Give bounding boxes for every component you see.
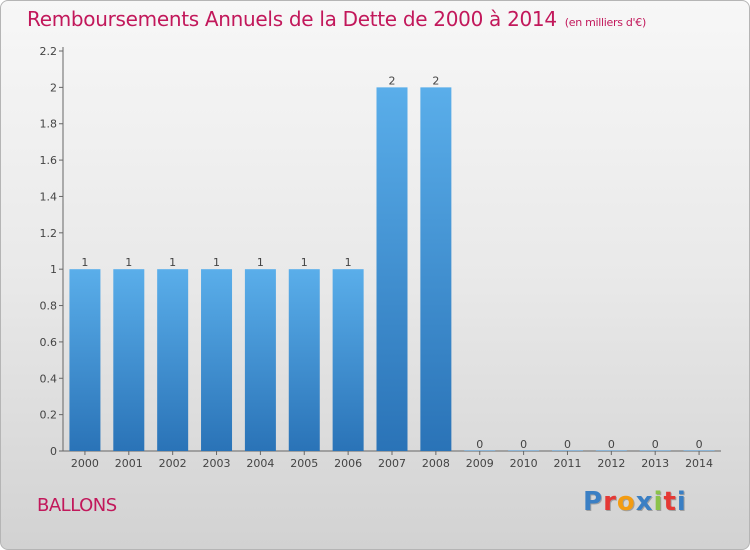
bar xyxy=(508,450,540,451)
y-tick-label: 2.2 xyxy=(40,45,58,58)
y-tick-label: 0.8 xyxy=(40,300,58,313)
data-label: 1 xyxy=(257,256,264,269)
x-tick-label: 2004 xyxy=(246,457,274,470)
x-tick-label: 2013 xyxy=(641,457,669,470)
data-label: 0 xyxy=(564,438,571,451)
logo-letter: x xyxy=(635,487,654,517)
y-tick-label: 0.2 xyxy=(40,409,58,422)
data-label: 2 xyxy=(432,74,439,87)
bar xyxy=(464,450,496,451)
bar xyxy=(595,450,627,451)
data-label: 1 xyxy=(169,256,176,269)
logo-letter: o xyxy=(616,487,636,517)
bar xyxy=(69,269,101,451)
x-tick-label: 2007 xyxy=(378,457,406,470)
x-tick-label: 2011 xyxy=(553,457,581,470)
chart-title-text: Remboursements Annuels de la Dette de 20… xyxy=(27,7,557,31)
data-label: 1 xyxy=(345,256,352,269)
data-label: 2 xyxy=(389,74,396,87)
x-tick-label: 2000 xyxy=(71,457,99,470)
chart-unit-note: (en milliers d'€) xyxy=(564,16,646,29)
data-label: 1 xyxy=(301,256,308,269)
logo-letter: t xyxy=(663,487,677,517)
y-tick-label: 2 xyxy=(50,81,57,94)
bar xyxy=(376,87,408,451)
bar xyxy=(683,450,715,451)
bar xyxy=(157,269,189,451)
x-tick-label: 2003 xyxy=(203,457,231,470)
x-tick-label: 2002 xyxy=(159,457,187,470)
proxiti-logo: Proxiti xyxy=(583,487,687,517)
logo-letter: P xyxy=(583,487,604,517)
chart-title: Remboursements Annuels de la Dette de 20… xyxy=(27,7,646,31)
bar xyxy=(201,269,233,451)
bar xyxy=(288,269,320,451)
data-label: 0 xyxy=(652,438,659,451)
data-label: 1 xyxy=(81,256,88,269)
y-tick-label: 1.4 xyxy=(40,190,58,203)
commune-name: BALLONS xyxy=(37,495,117,516)
x-tick-label: 2010 xyxy=(510,457,538,470)
bar xyxy=(420,87,452,451)
data-label: 0 xyxy=(696,438,703,451)
x-tick-label: 2001 xyxy=(115,457,143,470)
y-tick-label: 1.8 xyxy=(40,118,58,131)
bar xyxy=(244,269,276,451)
y-tick-label: 1.2 xyxy=(40,227,58,240)
logo-letter: i xyxy=(653,487,664,517)
data-label: 0 xyxy=(476,438,483,451)
x-tick-label: 2008 xyxy=(422,457,450,470)
y-tick-label: 0.4 xyxy=(40,372,58,385)
data-label: 0 xyxy=(608,438,615,451)
y-tick-label: 1 xyxy=(50,263,57,276)
data-label: 1 xyxy=(213,256,220,269)
data-label: 1 xyxy=(125,256,132,269)
bar xyxy=(113,269,145,451)
x-tick-label: 2005 xyxy=(290,457,318,470)
x-tick-label: 2009 xyxy=(466,457,494,470)
logo-letter: r xyxy=(603,487,617,517)
y-tick-label: 1.6 xyxy=(40,154,58,167)
x-tick-label: 2012 xyxy=(597,457,625,470)
data-label: 0 xyxy=(520,438,527,451)
bar xyxy=(639,450,671,451)
y-tick-label: 0 xyxy=(50,445,57,458)
y-tick-label: 0.6 xyxy=(40,336,58,349)
x-tick-label: 2014 xyxy=(685,457,713,470)
bar xyxy=(551,450,583,451)
bar xyxy=(332,269,364,451)
x-tick-label: 2006 xyxy=(334,457,362,470)
logo-letter: i xyxy=(676,487,687,517)
